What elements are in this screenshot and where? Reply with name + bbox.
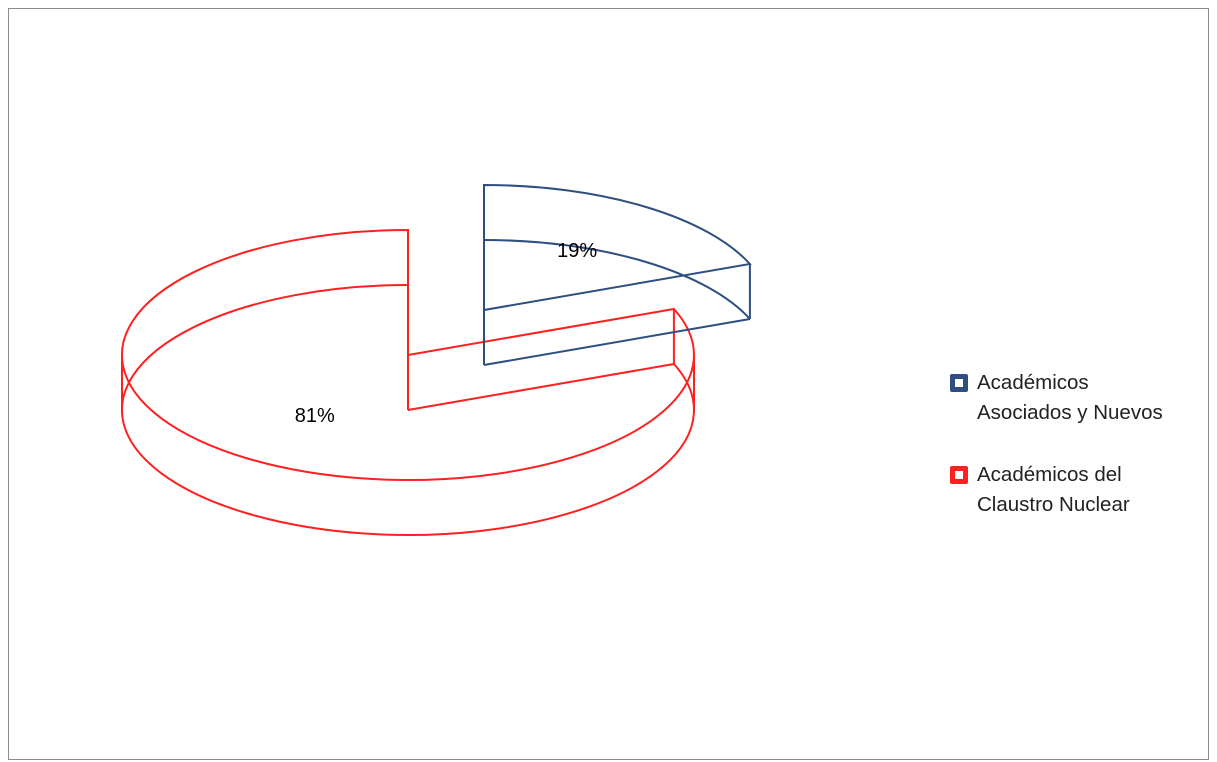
legend-swatch-icon: [950, 466, 968, 484]
legend-label-line1: Académicos del: [977, 463, 1122, 486]
legend-item-asociados[interactable]: Académicos Asociados y Nuevos: [950, 368, 1200, 428]
legend-label-line2: Asociados y Nuevos: [977, 401, 1163, 424]
slice-bottom-rim: [120, 284, 695, 536]
slice-top-face: [120, 228, 695, 481]
slice-bottom-rim: [483, 239, 751, 320]
chart-frame: [8, 8, 1209, 760]
legend-swatch-icon: [950, 374, 968, 392]
slice-top-face: [483, 183, 752, 312]
legend-label-line2: Claustro Nuclear: [977, 493, 1130, 516]
data-label-claustro: 81%: [295, 405, 335, 427]
legend: Académicos Asociados y Nuevos Académicos…: [950, 368, 1200, 552]
legend-label-line1: Académicos: [977, 371, 1089, 394]
data-label-asociados: 19%: [557, 240, 597, 262]
pie-slice-claustro-nuclear: [120, 228, 695, 536]
pie-slice-asociados-nuevos: [483, 183, 752, 366]
legend-item-claustro[interactable]: Académicos del Claustro Nuclear: [950, 460, 1200, 520]
